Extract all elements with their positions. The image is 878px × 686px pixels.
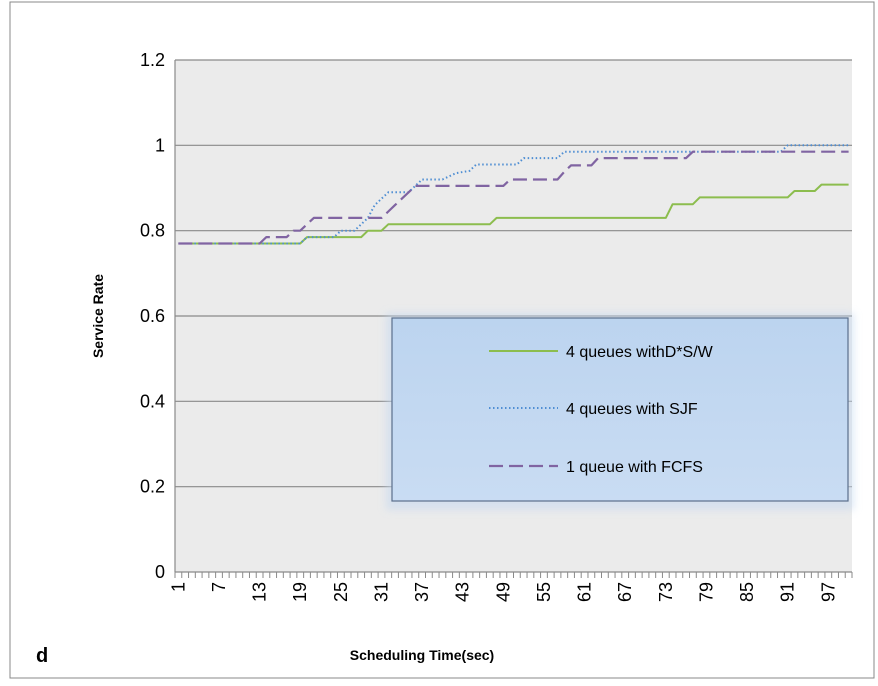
y-tick-label: 0.2 [140,477,165,497]
x-tick-label: 25 [331,582,351,602]
x-tick-label: 37 [412,582,432,602]
legend-label-2: 4 queues with SJF [566,401,698,418]
x-tick-label: 85 [737,582,757,602]
series-line-3 [178,150,849,245]
series-lines [178,144,849,245]
x-tick-label: 91 [778,582,798,602]
legend-box [391,317,849,502]
x-tick-label: 7 [209,582,229,592]
legend-label-3: 1 queue with FCFS [566,459,703,476]
x-tick-label: 61 [575,582,595,602]
x-tick-label: 31 [371,582,391,602]
legend-items: 4 queues withD*S/W 4 queues with SJF 1 que… [489,344,714,476]
x-axis: 1 7 13 19 25 31 37 43 49 55 61 67 73 79 85 91 97 [168,60,853,602]
panel-label: d [36,645,48,667]
y-tick-label: 0.4 [140,391,165,411]
x-tick-label: 13 [250,582,270,602]
x-tick-label: 67 [615,582,635,602]
x-tick-label: 1 [168,582,188,592]
x-tick-label: 49 [493,582,513,602]
y-axis-label: Service Rate [90,274,106,358]
legend: 4 queues withD*S/W 4 queues with SJF 1 que… [386,313,854,510]
y-tick-label: 0.6 [140,306,165,326]
x-tick-label: 79 [696,582,716,602]
x-tick-label: 19 [290,582,310,602]
x-tick-label: 55 [534,582,554,602]
series-line-1 [178,183,849,245]
y-axis-ticks: 0 0.2 0.4 0.6 0.8 1 1.2 [140,50,165,582]
x-tick-label: 73 [656,582,676,602]
y-tick-label: 1 [155,135,165,155]
y-tick-label: 0.8 [140,221,165,241]
x-axis-label: Scheduling Time(sec) [350,647,494,663]
x-tick-label: 97 [818,582,838,602]
x-tick-label: 43 [453,582,473,602]
y-tick-label: 0 [155,562,165,582]
legend-label-1: 4 queues withD*S/W [566,344,714,361]
y-tick-label: 1.2 [140,50,165,70]
